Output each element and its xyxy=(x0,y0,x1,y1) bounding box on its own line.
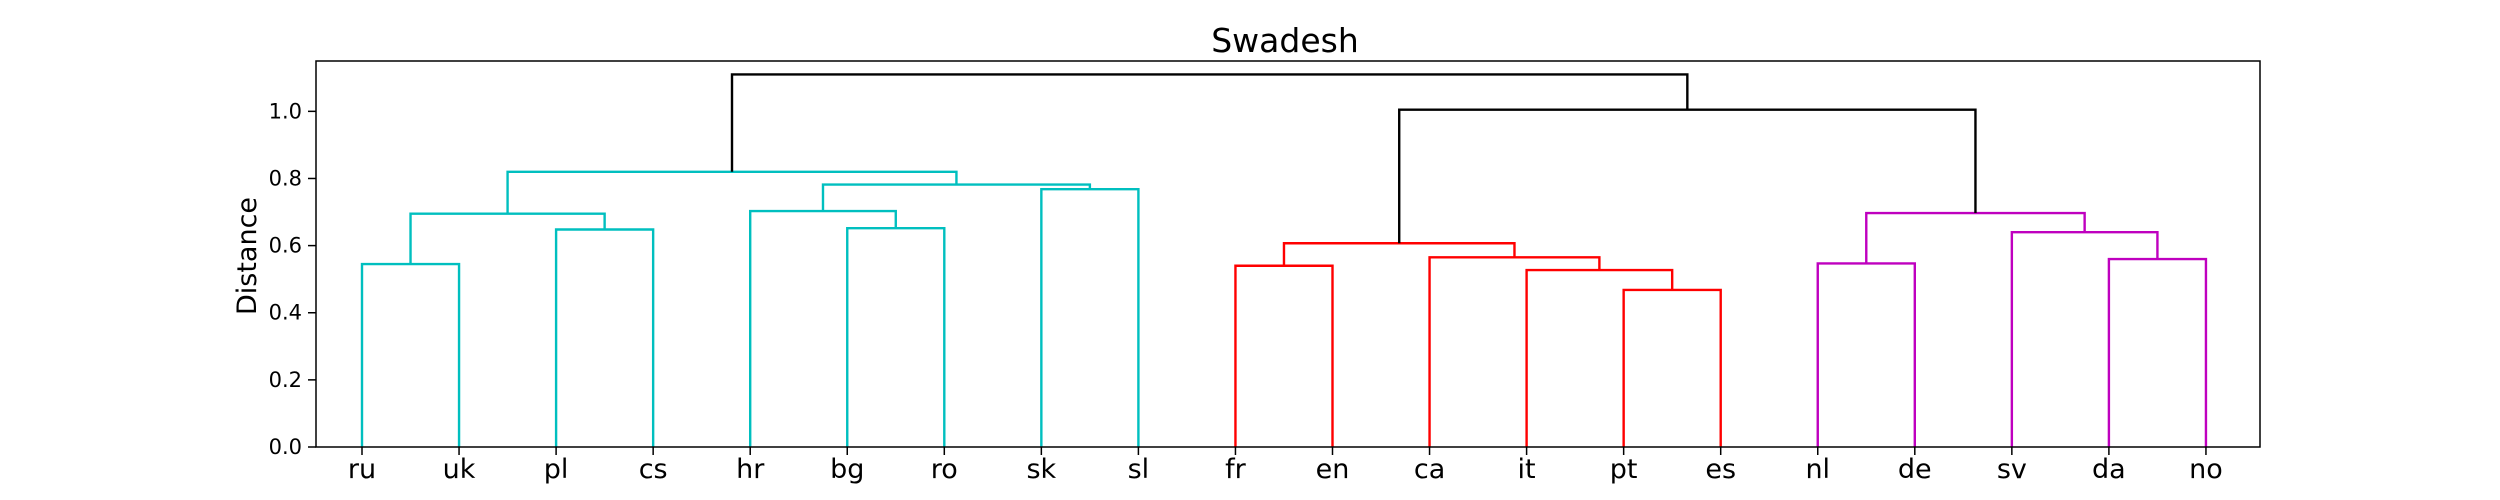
dendrogram-link-sk-sl xyxy=(1040,188,1140,447)
dendrogram-link-da-no xyxy=(2107,257,2208,447)
y-tick-label: 0.2 xyxy=(269,368,302,392)
leaf-label-es: es xyxy=(1705,454,1736,485)
leaf-label-ru: ru xyxy=(348,454,376,485)
dendrogram-links xyxy=(360,73,2208,447)
dendrogram-link-pl-cs xyxy=(554,228,655,447)
leaf-label-cs: cs xyxy=(639,454,668,485)
leaf-label-da: da xyxy=(2092,454,2126,485)
dendrogram-link-hr-c4 xyxy=(749,209,897,447)
chart-title: Swadesh xyxy=(1211,21,1359,60)
dendrogram-link-c8-b1 xyxy=(730,73,1689,172)
leaf-label-pt: pt xyxy=(1610,454,1638,485)
y-axis: 0.0 0.2 0.4 0.6 0.8 1.0 xyxy=(269,99,316,459)
dendrogram-link-it-r2 xyxy=(1525,268,1674,447)
dendrogram-link-c3-c7 xyxy=(506,170,958,214)
leaf-label-ca: ca xyxy=(1414,454,1445,485)
y-tick-label: 1.0 xyxy=(269,99,302,123)
leaf-label-fr: fr xyxy=(1225,454,1247,485)
leaf-label-bg: bg xyxy=(830,454,864,485)
dendrogram-link-ru-uk xyxy=(360,262,461,447)
y-tick-label: 0.6 xyxy=(269,234,302,258)
leaf-label-hr: hr xyxy=(736,454,765,485)
dendrogram-link-c1-c2 xyxy=(409,212,606,265)
leaf-label-pl: pl xyxy=(544,454,569,485)
dendrogram-link-ca-r3 xyxy=(1428,256,1601,447)
leaf-label-sk: sk xyxy=(1026,454,1056,485)
dendrogram-link-bg-ro xyxy=(846,226,946,447)
leaf-label-no: no xyxy=(2189,454,2223,485)
dendrogram-link-fr-en xyxy=(1234,264,1334,447)
dendrogram-link-r1-r4 xyxy=(1282,242,1516,266)
x-axis: ru uk pl cs hr bg ro sk sl fr en ca it pt es nl de sv da no xyxy=(348,447,2223,485)
leaf-label-en: en xyxy=(1316,454,1350,485)
dendrogram-link-pt-es xyxy=(1622,288,1722,447)
leaf-label-de: de xyxy=(1898,454,1932,485)
leaf-label-sl: sl xyxy=(1128,454,1150,485)
y-tick-label: 0.4 xyxy=(269,301,302,325)
dendrogram-link-sv-m2 xyxy=(2010,230,2159,447)
dendrogram-link-m1-m3 xyxy=(1865,211,2086,264)
leaf-label-uk: uk xyxy=(443,454,476,485)
leaf-label-ro: ro xyxy=(931,454,958,485)
leaf-label-sv: sv xyxy=(1997,454,2027,485)
leaf-label-it: it xyxy=(1518,454,1536,485)
plot-frame xyxy=(315,60,2261,448)
y-tick-label: 0.8 xyxy=(269,166,302,190)
y-tick-label: 0.0 xyxy=(269,435,302,459)
dendrogram-link-nl-de xyxy=(1816,262,1916,447)
y-axis-label: Distance xyxy=(232,197,263,315)
dendrogram-link-r5-m4 xyxy=(1398,108,1977,244)
leaf-label-nl: nl xyxy=(1805,454,1830,485)
